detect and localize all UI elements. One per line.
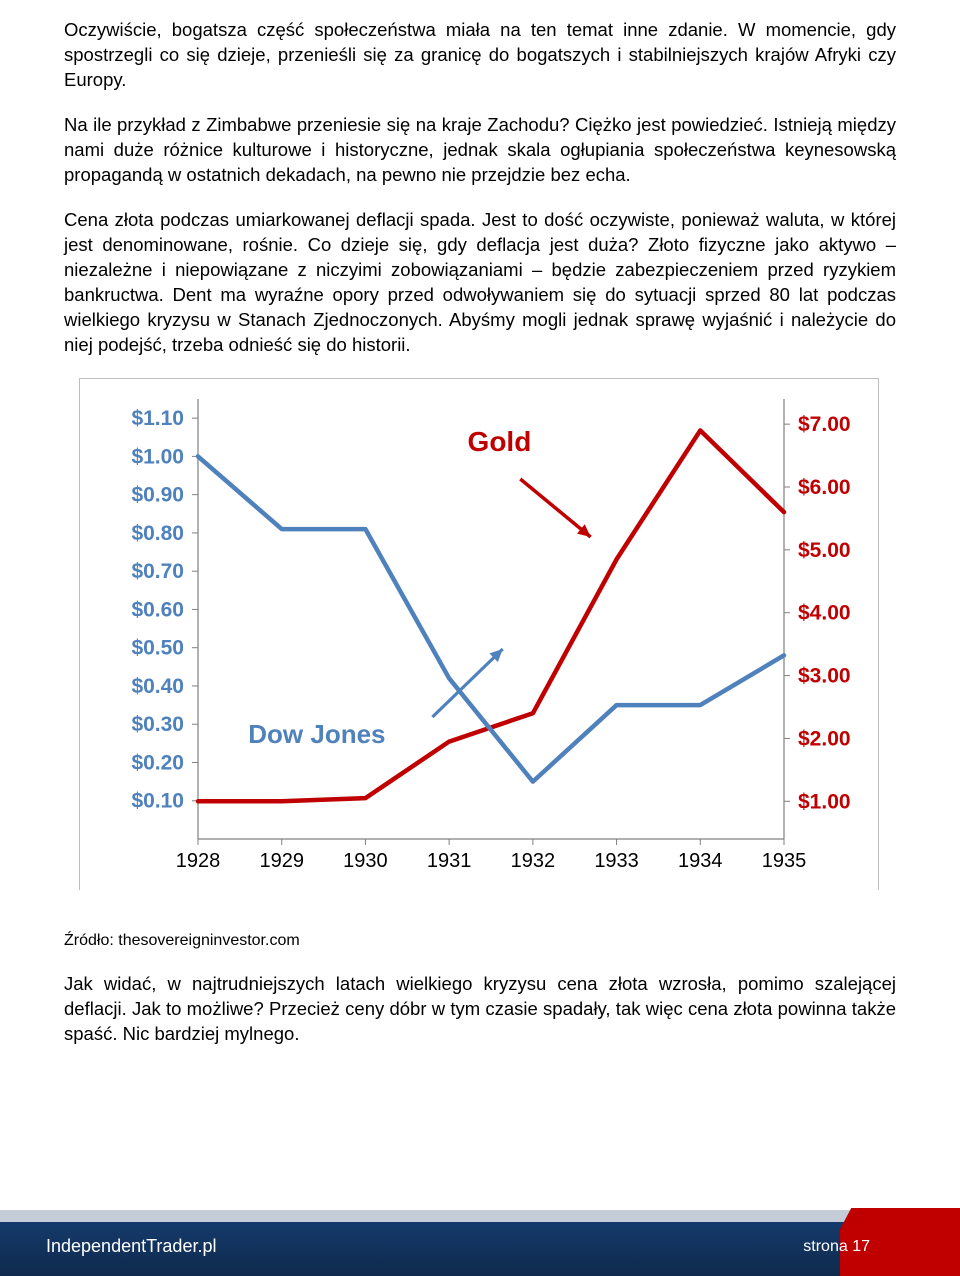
chart-svg: $0.10 $0.20 $0.30 $0.40 $0.50 $0.60 $0.70 $0.80… bbox=[80, 379, 880, 891]
svg-text:$4.00: $4.00 bbox=[798, 601, 851, 624]
svg-text:$3.00: $3.00 bbox=[798, 664, 851, 687]
footer-page-number: strona 17 bbox=[803, 1238, 870, 1256]
label-dow: Dow Jones bbox=[248, 719, 385, 749]
svg-text:1928: 1928 bbox=[176, 850, 221, 872]
svg-text:$0.30: $0.30 bbox=[131, 713, 184, 736]
paragraph-4: Jak widać, w najtrudniejszych latach wie… bbox=[64, 972, 896, 1047]
svg-text:$2.00: $2.00 bbox=[798, 727, 851, 750]
paragraph-3: Cena złota podczas umiarkowanej deflacji… bbox=[64, 208, 896, 358]
content-area: Oczywiście, bogatsza część społeczeństwa… bbox=[0, 0, 960, 1047]
paragraph-2: Na ile przykład z Zimbabwe przeniesie si… bbox=[64, 113, 896, 188]
svg-text:$0.60: $0.60 bbox=[131, 598, 184, 621]
svg-text:$1.00: $1.00 bbox=[798, 790, 851, 813]
svg-text:$0.50: $0.50 bbox=[131, 636, 184, 659]
svg-text:$0.80: $0.80 bbox=[131, 522, 184, 545]
svg-text:$0.90: $0.90 bbox=[131, 483, 184, 506]
arrow-gold bbox=[520, 479, 590, 537]
svg-text:1932: 1932 bbox=[511, 850, 556, 872]
svg-text:$0.20: $0.20 bbox=[131, 751, 184, 774]
arrow-dow bbox=[432, 649, 502, 717]
svg-text:1930: 1930 bbox=[343, 850, 388, 872]
svg-text:1931: 1931 bbox=[427, 850, 472, 872]
chart-container: $0.10 $0.20 $0.30 $0.40 $0.50 $0.60 $0.70 $0.80… bbox=[79, 378, 881, 890]
svg-text:1934: 1934 bbox=[678, 850, 723, 872]
svg-text:$5.00: $5.00 bbox=[798, 538, 851, 561]
svg-text:1933: 1933 bbox=[594, 850, 639, 872]
page-footer: IndependentTrader.pl strona 17 bbox=[0, 1222, 960, 1276]
svg-text:$7.00: $7.00 bbox=[798, 413, 851, 436]
svg-text:$0.40: $0.40 bbox=[131, 675, 184, 698]
paragraph-1: Oczywiście, bogatsza część społeczeństwa… bbox=[64, 18, 896, 93]
svg-text:$0.70: $0.70 bbox=[131, 560, 184, 583]
svg-text:$0.10: $0.10 bbox=[131, 789, 184, 812]
svg-text:$1.00: $1.00 bbox=[131, 445, 184, 468]
footer-prebar bbox=[0, 1210, 960, 1222]
footer-site: IndependentTrader.pl bbox=[46, 1236, 216, 1257]
label-gold: Gold bbox=[468, 426, 532, 457]
svg-text:$1.10: $1.10 bbox=[131, 407, 184, 430]
svg-text:1935: 1935 bbox=[762, 850, 807, 872]
svg-text:$6.00: $6.00 bbox=[798, 476, 851, 499]
chart-border: $0.10 $0.20 $0.30 $0.40 $0.50 $0.60 $0.70 $0.80… bbox=[79, 378, 879, 890]
document-page: Oczywiście, bogatsza część społeczeństwa… bbox=[0, 0, 960, 1276]
chart-source: Źródło: thesovereigninvestor.com bbox=[64, 932, 896, 950]
svg-text:1929: 1929 bbox=[259, 850, 304, 872]
